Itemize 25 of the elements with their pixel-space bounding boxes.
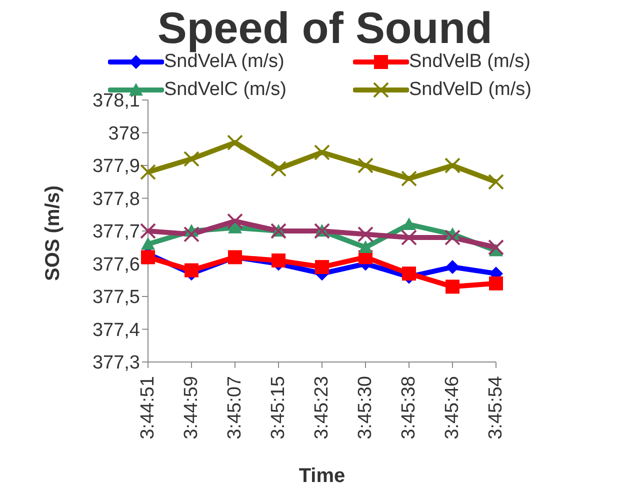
x-tick-label: 3:45:54: [486, 376, 506, 440]
legend-label: SndVelA (m/s): [164, 51, 284, 73]
x-tick-label: 3:45:07: [224, 376, 246, 440]
y-tick-label: 377,7: [92, 222, 140, 243]
y-tick-label: 378,1: [92, 90, 140, 112]
legend-label: SndVelC (m/s): [164, 79, 286, 101]
x-tick-label: 3:45:15: [268, 376, 289, 440]
y-tick-label: 377,6: [92, 254, 140, 276]
x-tick-label: 3:45:23: [312, 376, 332, 440]
y-axis-title: SOS (m/s): [42, 185, 64, 281]
legend-label: SndVelB (m/s): [409, 51, 530, 73]
x-tick-label: 3:45:30: [355, 376, 376, 440]
y-tick-label: 377,3: [92, 352, 140, 374]
x-tick-label: 3:45:38: [398, 376, 420, 440]
y-tick-label: 377,8: [92, 188, 140, 210]
y-tick-label: 377,4: [92, 320, 140, 341]
y-tick-label: 377,9: [92, 156, 140, 178]
x-tick-label: 3:45:46: [442, 376, 463, 440]
y-tick-label: 377,5: [92, 287, 140, 308]
y-tick-label: 378: [108, 123, 140, 144]
legend-label: SndVelD (m/s): [409, 79, 532, 101]
x-tick-label: 3:44:59: [181, 376, 202, 440]
chart-title: Speed of Sound: [156, 4, 494, 53]
x-axis-title: Time: [298, 465, 346, 487]
x-tick-label: 3:44:51: [138, 376, 158, 440]
